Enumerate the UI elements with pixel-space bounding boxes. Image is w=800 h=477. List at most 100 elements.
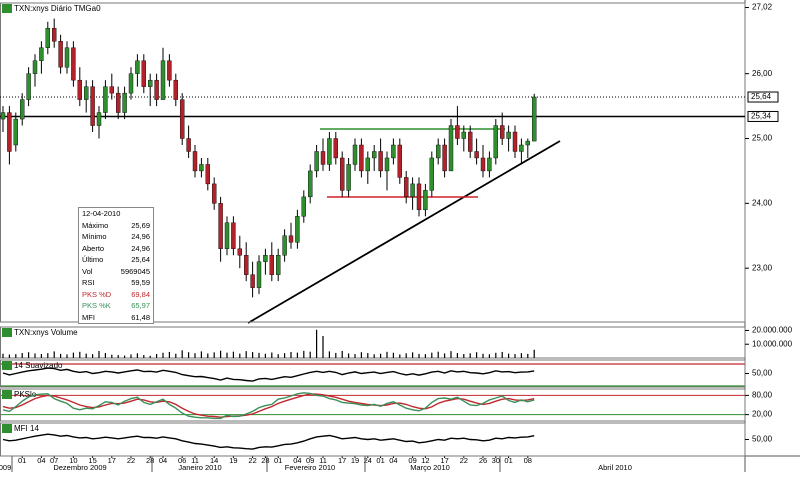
candle-body: [423, 190, 428, 211]
candle-body: [199, 164, 204, 172]
volume-bar: [367, 353, 369, 358]
candle-body: [45, 28, 50, 48]
volume-bar: [53, 351, 55, 358]
candle-body: [340, 157, 345, 191]
candle-body: [474, 151, 479, 159]
volume-bar: [28, 352, 30, 358]
month-label: Fevereiro 2010: [285, 463, 335, 472]
x-tick-label: 01: [18, 456, 26, 465]
volume-bar: [194, 353, 196, 358]
y-tick-label: 80,00: [752, 391, 773, 400]
candle-body: [237, 248, 243, 256]
candle-body: [493, 125, 498, 159]
volume-bar: [386, 351, 388, 358]
candle-body: [525, 140, 530, 146]
x-tick-label: 15: [88, 456, 96, 465]
candle-body: [416, 183, 422, 211]
volume-bar: [271, 352, 273, 358]
candle-body: [532, 96, 537, 142]
x-tick-label: 30: [492, 456, 500, 465]
y-tick-label: 26,00: [752, 69, 773, 78]
candle-body: [58, 41, 63, 68]
volume-bar: [47, 353, 49, 358]
candle-body: [71, 47, 76, 81]
info-label: MFI: [82, 312, 95, 322]
volume-bar: [469, 353, 471, 358]
volume-bar: [15, 354, 17, 358]
info-row: RSI 59,59: [79, 277, 153, 289]
y-tick-label: 23,00: [752, 263, 773, 272]
x-tick-label: 08: [524, 456, 532, 465]
volume-bar: [277, 354, 279, 358]
candle-body: [173, 79, 179, 100]
candle-body: [77, 79, 83, 100]
x-tick-label: 12: [421, 456, 429, 465]
volume-bar: [34, 353, 36, 358]
indicator-line: [2, 393, 535, 418]
candle-body: [109, 86, 115, 94]
candle-body: [13, 118, 19, 146]
trend-line: [247, 140, 561, 324]
info-row: Vol 5969045: [79, 266, 153, 278]
volume-bar: [200, 351, 202, 358]
panel-frame: [0, 326, 746, 359]
volume-bar: [252, 352, 254, 358]
volume-bar: [316, 329, 318, 358]
volume-bar: [284, 353, 286, 358]
candle-body: [487, 157, 492, 172]
candle-body: [333, 138, 338, 159]
volume-bar: [79, 351, 81, 358]
info-box: 12-04-2010 Máximo 25,69 Mínimo 24,96 Aberto 2…: [78, 207, 154, 324]
x-tick-label: 09: [306, 456, 314, 465]
candle-body: [295, 216, 300, 243]
candle-body: [263, 255, 268, 262]
candle-body: [468, 131, 473, 152]
x-tick-label: 11: [319, 456, 327, 465]
volume-bar: [40, 354, 42, 358]
candle-body: [7, 112, 12, 152]
candle-body: [519, 144, 524, 152]
volume-bar: [412, 352, 414, 358]
x-tick-label: 01: [274, 456, 282, 465]
candle-body: [218, 203, 223, 249]
volume-bar: [124, 355, 126, 358]
candle-body: [64, 47, 70, 68]
volume-bar: [2, 353, 4, 358]
candle-body: [52, 28, 57, 42]
panel-title: TXN:xnys Volume: [14, 328, 78, 337]
volume-bar: [533, 349, 535, 358]
x-tick-label: 17: [440, 456, 448, 465]
info-label: Vol: [82, 266, 93, 276]
volume-bar: [21, 353, 23, 358]
candle-body: [372, 151, 377, 159]
info-value: 24,96: [131, 232, 150, 241]
y-tick-label: 20.000.000: [752, 326, 793, 335]
y-tick-label: 24,00: [752, 198, 773, 207]
volume-bar: [239, 353, 241, 358]
panel-frame: [0, 388, 746, 422]
volume-bar: [463, 354, 465, 358]
info-row: Máximo 25,69: [79, 220, 153, 232]
candle-body: [192, 151, 198, 172]
panel-frame: [0, 2, 746, 323]
volume-bar: [437, 351, 439, 358]
volume-bar: [98, 350, 100, 358]
y-tick-label: 25,00: [752, 134, 773, 143]
candle-body: [154, 79, 159, 100]
candle-body: [455, 125, 460, 139]
candle-body: [314, 151, 319, 172]
candle-body: [205, 164, 211, 185]
x-tick-label: 04: [389, 456, 397, 465]
candle-body: [160, 60, 166, 100]
volume-bar: [476, 352, 478, 358]
x-tick-label: 28: [146, 456, 154, 465]
volume-bar: [85, 353, 87, 358]
volume-bar: [149, 355, 151, 358]
candle-body: [167, 60, 172, 81]
candle-body: [288, 235, 294, 243]
volume-bar: [136, 353, 138, 358]
info-label: PKS %K: [82, 301, 111, 310]
candle-body: [250, 274, 255, 288]
volume-bar: [348, 353, 350, 358]
info-value: 59,59: [131, 278, 150, 287]
